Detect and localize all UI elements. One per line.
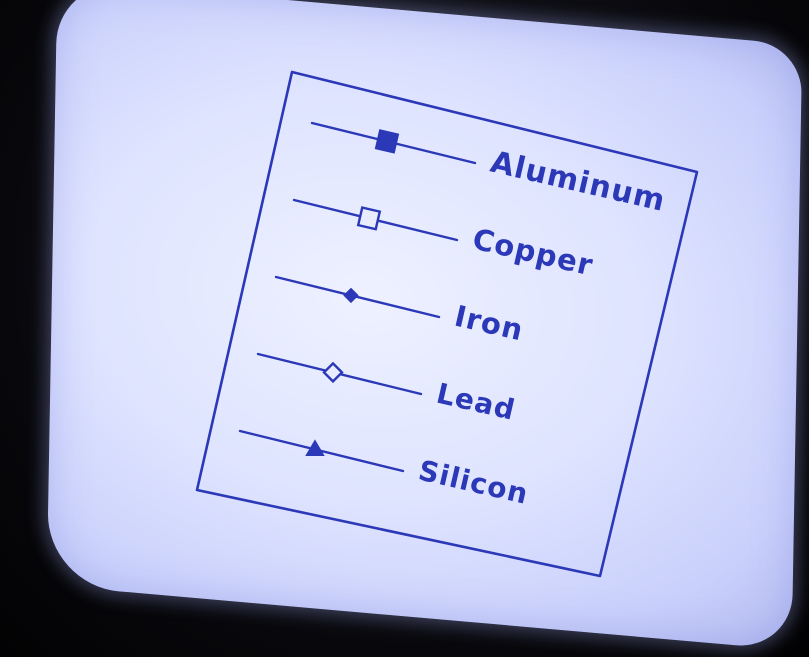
legend-label-aluminum: Aluminum — [487, 145, 669, 219]
legend-frame — [195, 70, 699, 578]
legend-marker-aluminum — [374, 129, 400, 154]
legend-label-iron: Iron — [451, 299, 527, 348]
legend-label-silicon: Silicon — [415, 454, 531, 511]
legend-marker-silicon — [305, 439, 325, 456]
legend-label-copper: Copper — [469, 222, 596, 283]
legend-frame-group — [195, 70, 699, 578]
legend-line-iron — [274, 275, 441, 319]
legend-label-lead: Lead — [433, 377, 518, 427]
legend-marker-lead — [322, 361, 344, 384]
legend-marker-iron — [343, 287, 359, 304]
legend-marker-copper — [356, 206, 382, 231]
